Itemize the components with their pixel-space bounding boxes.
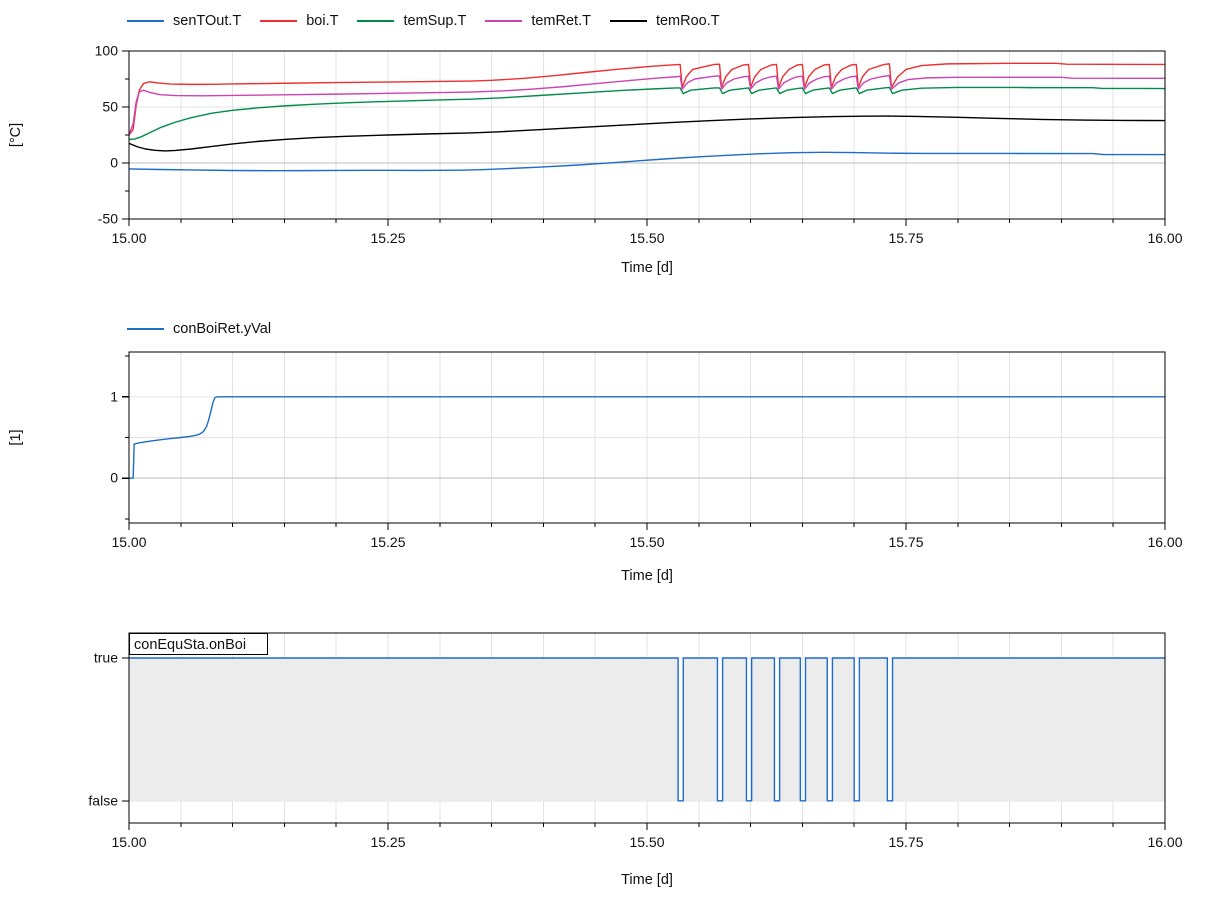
x-tick-label: 15.25 [370,534,405,550]
legend-line-swatch [357,20,394,22]
y-tick-label: -50 [98,211,118,227]
y-tick-label: false [88,792,118,808]
y-tick-label: 1 [110,388,118,404]
x-tick-label: 16.00 [1147,534,1182,550]
legend-label: temSup.T [403,13,466,29]
legend-item-senTOut.T: senTOut.T [127,13,241,29]
y-tick-label: 50 [102,99,118,115]
inner-label-text: conEquSta.onBoi [134,637,246,653]
legend-label: senTOut.T [173,13,241,29]
x-tick-label: 15.50 [629,230,664,246]
x-tick-label: 15.75 [888,834,923,850]
legend-label: temRet.T [531,13,591,29]
x-axis-title: Time [d] [621,872,673,888]
legend-line-swatch [260,20,297,22]
x-tick-label: 15.75 [888,230,923,246]
y-tick-label: 0 [110,470,118,486]
legend-item-boi.T: boi.T [260,13,338,29]
legend-line-swatch [127,20,164,22]
x-tick-label: 15.25 [370,834,405,850]
x-tick-label: 15.25 [370,230,405,246]
legend-chart-1: senTOut.T boi.T temSup.T temRet.T temRoo.T [127,13,720,29]
y-axis-title: [°C] [8,123,24,147]
x-tick-label: 15.75 [888,534,923,550]
boolean-true-fill [129,658,1165,801]
x-tick-label: 15.00 [111,834,146,850]
y-tick-label: 100 [95,43,119,59]
chart-2: 15.00 15.25 15.50 15.75 16.00 0 1 Time [d] [1] [8,352,1183,584]
legend-line-swatch [610,20,647,22]
chart-3: 15.00 15.25 15.50 15.75 16.00 false true Time [… [88,633,1182,888]
y-tick-label: true [94,650,118,666]
legend-item-temRet.T: temRet.T [485,13,591,29]
legend-item-temRoo.T: temRoo.T [610,13,720,29]
legend-chart-2: conBoiRet.yVal [127,321,271,337]
x-axis-title: Time [d] [621,260,673,276]
x-tick-label: 15.50 [629,534,664,550]
x-tick-label: 16.00 [1147,230,1182,246]
x-tick-label: 15.00 [111,230,146,246]
legend-label: temRoo.T [656,13,720,29]
legend-line-swatch [127,328,164,330]
legend-label: boi.T [306,13,338,29]
y-tick-label: 0 [110,155,118,171]
legend-item-conBoiRet.yVal: conBoiRet.yVal [127,321,271,337]
x-tick-label: 16.00 [1147,834,1182,850]
simulation-plot-window: 15.00 15.25 15.50 15.75 16.00 -50 0 50 100 Time [… [0,0,1209,907]
charts-svg: 15.00 15.25 15.50 15.75 16.00 -50 0 50 100 Time [… [0,0,1209,907]
chart-1: 15.00 15.25 15.50 15.75 16.00 -50 0 50 100 Time [… [8,43,1183,277]
legend-line-swatch [485,20,522,22]
x-axis-title: Time [d] [621,568,673,584]
x-tick-label: 15.50 [629,834,664,850]
legend-label: conBoiRet.yVal [173,321,271,337]
y-axis-title: [1] [8,429,24,445]
legend-item-temSup.T: temSup.T [357,13,466,29]
x-tick-label: 15.00 [111,534,146,550]
